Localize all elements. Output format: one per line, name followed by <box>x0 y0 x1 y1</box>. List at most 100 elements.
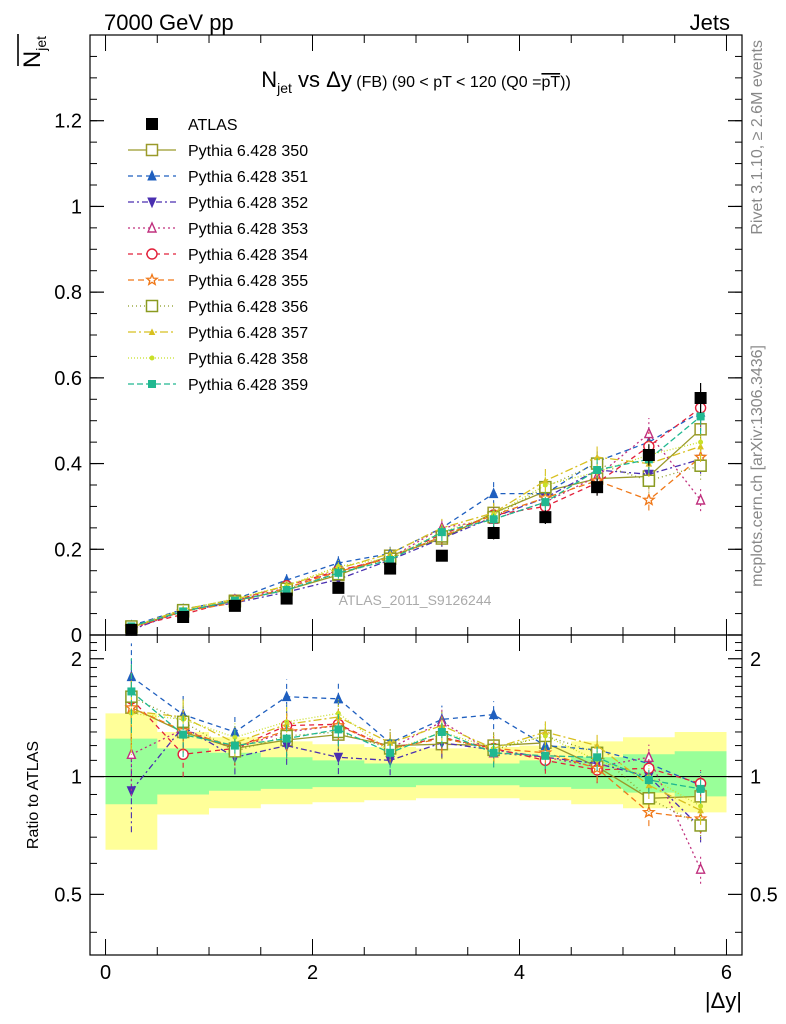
legend-label: Pythia 6.428 359 <box>188 377 308 394</box>
atlas-data-point <box>539 511 552 524</box>
series-359-point <box>593 466 602 474</box>
ratio-series-group <box>124 643 708 884</box>
series-359-point <box>282 586 291 594</box>
legend-marker <box>147 197 157 209</box>
series-350-ratio-line <box>131 707 701 799</box>
series-359-ratio-line <box>130 691 701 790</box>
legend-marker <box>147 169 157 181</box>
legend-label: Pythia 6.428 356 <box>188 299 308 316</box>
ratio-y-ticks: 0.5 0.5 1 1 2 2 <box>54 642 778 933</box>
main-y-axis-label: Njet <box>17 34 49 68</box>
legend-marker <box>148 328 156 335</box>
atlas-data-point <box>280 592 293 605</box>
series-359-ratio-point <box>179 730 188 739</box>
series-359-ratio-point <box>644 775 653 784</box>
legend-label: ATLAS <box>188 117 238 134</box>
ratio-y-tick-label: 0.5 <box>54 884 82 906</box>
energy-label: 7000 GeV pp <box>104 10 234 35</box>
series-357-ratio-line <box>131 710 701 811</box>
series-358-line <box>131 441 701 629</box>
main-y-tick-label: 0.2 <box>54 539 82 561</box>
x-tick-label: 2 <box>307 962 318 984</box>
series-359-ratio-point <box>489 748 498 757</box>
series-358-point <box>542 482 548 488</box>
series-359-point <box>386 556 395 564</box>
ratio-y-tick-label: 2 <box>71 649 82 671</box>
legend-marker <box>148 380 156 388</box>
legend-label: Pythia 6.428 355 <box>188 273 308 290</box>
series-355-point <box>641 492 656 506</box>
x-tick-label: 6 <box>721 962 732 984</box>
ratio-panel: 0.5 0.5 1 1 2 2 0 2 4 6 Ratio to ATLAS |Δy| <box>25 634 778 1013</box>
legend-label: Pythia 6.428 358 <box>188 351 308 368</box>
series-359-point <box>489 515 498 524</box>
main-data-group <box>125 383 707 636</box>
atlas-data-point <box>642 449 655 461</box>
watermark: ATLAS_2011_S9126244 <box>339 592 492 608</box>
main-y-tick-label: 0.4 <box>54 454 82 476</box>
atlas-data-point <box>694 392 707 404</box>
legend-marker <box>145 299 159 313</box>
series-359-ratio-point <box>541 751 550 760</box>
plot-title: Njet vs Δy (FB) (90 < pT < 120 (Q0 =pT)) <box>261 67 571 96</box>
main-panel: 0 0.2 0.4 0.6 0.8 1 1.2 ATLAS_2011_S9126244 Nj… <box>54 34 743 647</box>
legend-label: Pythia 6.428 351 <box>188 169 308 186</box>
main-y-tick-label: 1.2 <box>54 111 82 133</box>
series-359-point <box>437 528 446 537</box>
x-axis-label: |Δy| <box>705 988 742 1013</box>
ratio-y-axis-label: Ratio to ATLAS <box>25 741 42 849</box>
series-351-ratio-line <box>131 676 701 786</box>
main-y-tick-label: 0.6 <box>54 368 82 390</box>
legend-marker <box>146 118 158 130</box>
legend-marker <box>145 143 159 157</box>
series-357-ratio-point <box>697 806 704 814</box>
series-358-point <box>698 439 704 445</box>
legend-label: Pythia 6.428 353 <box>188 221 308 238</box>
atlas-data-point <box>487 527 500 539</box>
atlas-data-point <box>332 581 345 594</box>
atlas-data-point <box>384 562 397 575</box>
main-y-ticks: 0 0.2 0.4 0.6 0.8 1 1.2 <box>54 34 742 647</box>
series-353-ratio-point <box>126 747 137 759</box>
series-358-ratio-point <box>698 803 704 809</box>
ratio-bands <box>105 713 727 850</box>
series-352-ratio-line <box>130 725 702 829</box>
series-359-ratio-point <box>230 741 239 750</box>
ratio-y-tick-label-right: 1 <box>750 767 761 789</box>
svg-text:Njet: Njet <box>19 36 49 68</box>
atlas-data-point <box>125 623 138 636</box>
series-351-ratio-point <box>281 690 292 702</box>
atlas-data-point <box>177 611 190 623</box>
series-359-ratio-point <box>282 734 291 743</box>
main-y-tick-label: 0.8 <box>54 282 82 304</box>
legend-label: Pythia 6.428 354 <box>188 247 308 264</box>
ratio-x-ticks: 0 2 4 6 <box>100 635 732 984</box>
jets-label: Jets <box>690 10 730 35</box>
legend-label: Pythia 6.428 352 <box>188 195 308 212</box>
atlas-data-point <box>591 481 604 494</box>
series-353-ratio-point <box>695 862 706 874</box>
series-352-ratio-point <box>333 752 344 764</box>
series-359-point <box>541 498 550 507</box>
series-359-point <box>334 568 343 577</box>
series-359-ratio-point <box>127 687 136 696</box>
legend: ATLAS Pythia 6.428 350 Pythia 6.428 351 Pyt… <box>128 117 308 394</box>
legend-marker <box>149 355 155 361</box>
series-359-ratio-point <box>386 748 395 757</box>
ratio-band-inner <box>105 738 727 805</box>
series-351-line <box>131 411 701 627</box>
series-357-line <box>131 445 701 628</box>
series-359-point <box>696 412 705 421</box>
series-359-ratio-point <box>334 725 343 734</box>
atlas-data-point <box>228 599 241 612</box>
legend-marker <box>146 248 158 260</box>
x-tick-label: 0 <box>100 962 111 984</box>
series-358-ratio-point <box>542 733 548 739</box>
atlas-data-point <box>435 549 448 562</box>
series-352-line <box>131 458 701 631</box>
legend-label: Pythia 6.428 350 <box>188 143 308 160</box>
series-356-point <box>642 474 656 487</box>
main-y-tick-label: 1 <box>71 196 82 218</box>
series-359-ratio-point <box>696 784 705 793</box>
